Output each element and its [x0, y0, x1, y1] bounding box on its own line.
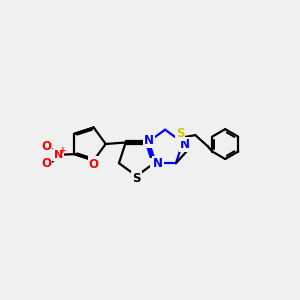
Text: N: N — [54, 150, 63, 160]
Text: N: N — [180, 138, 190, 151]
Text: O: O — [41, 140, 51, 153]
Text: +: + — [59, 146, 67, 155]
Text: O: O — [89, 158, 99, 170]
Text: N: N — [151, 159, 161, 172]
Text: N: N — [153, 157, 163, 170]
Text: N: N — [144, 134, 154, 147]
Text: S: S — [176, 128, 184, 140]
Text: S: S — [132, 172, 141, 185]
Text: O: O — [41, 157, 51, 169]
